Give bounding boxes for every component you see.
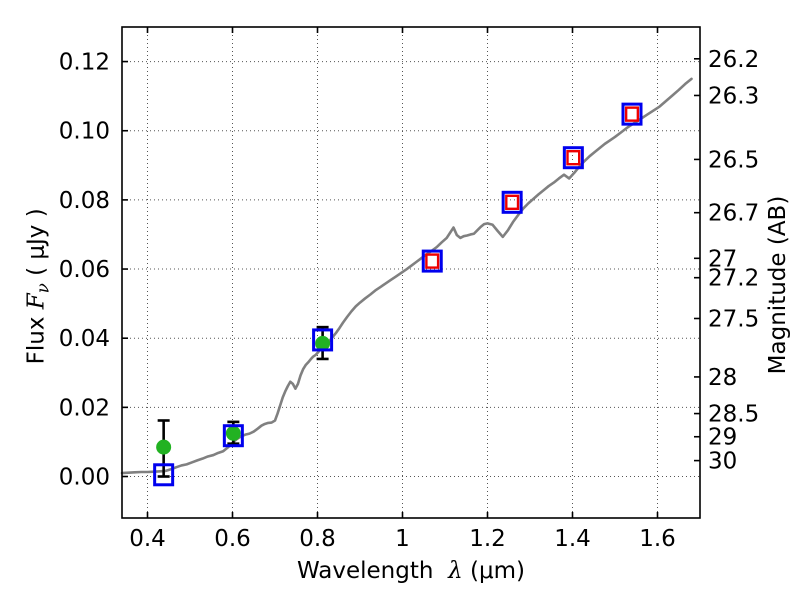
mag-tick-label-1: 26.3	[708, 83, 759, 109]
y-tick-label-3: 0.06	[59, 257, 110, 283]
model-square-outer-1	[222, 424, 244, 448]
y-tick-label-4: 0.08	[59, 188, 110, 214]
x-tick-label-3: 1	[395, 526, 410, 552]
observed-point-marker-0	[156, 439, 172, 455]
ylabel-symbol: F	[23, 293, 50, 310]
mag-tick-label-0: 26.2	[708, 47, 759, 73]
model-square-inner-1	[505, 194, 520, 211]
xlabel-lambda: λ	[448, 558, 463, 584]
axes-frame	[121, 26, 701, 519]
mag-tick-label-3: 26.7	[708, 201, 759, 227]
model-square-outer-3	[421, 249, 443, 273]
observed-point-marker-2	[315, 335, 331, 351]
model-square-outer-6	[621, 102, 643, 126]
mag-tick-label-4: 27	[708, 246, 737, 272]
model-square-inner-2	[566, 150, 581, 166]
y-tick-label-6: 0.12	[59, 50, 110, 76]
ylabel-symbol-subscript: ν	[33, 283, 53, 294]
observed-point-marker-1	[225, 425, 241, 441]
mag-tick-label-8: 28.5	[708, 402, 759, 428]
mag-tick-label-5: 27.2	[708, 266, 759, 292]
y-axis-label-right: Magnitude (AB)	[765, 195, 791, 375]
model-square-outer-2	[312, 328, 334, 352]
y-tick-label-2: 0.04	[59, 326, 110, 352]
model-square-inner-3	[624, 106, 640, 122]
y-tick-label-0: 0.00	[59, 465, 110, 491]
xlabel-unit: (μm)	[469, 558, 525, 584]
mag-tick-label-7: 28	[708, 365, 737, 391]
ylabel-prefix: Flux	[23, 316, 50, 365]
x-tick-label-1: 0.6	[214, 526, 251, 552]
x-tick-label-0: 0.4	[129, 526, 166, 552]
y-tick-label-5: 0.10	[59, 119, 110, 145]
x-tick-label-6: 1.6	[639, 526, 676, 552]
y-axis-label-left: Flux Fν ( μJy )	[24, 136, 53, 436]
y-tick-label-1: 0.02	[59, 395, 110, 421]
spectrum-curve	[120, 77, 693, 475]
x-tick-label-2: 0.8	[299, 526, 336, 552]
x-tick-label-4: 1.2	[469, 526, 506, 552]
mag-tick-label-10: 30	[708, 449, 737, 475]
mag-tick-label-9: 29	[708, 425, 737, 451]
xlabel-prefix: Wavelength	[297, 558, 434, 584]
model-square-outer-5	[562, 146, 584, 170]
ylabel-unit: ( μJy )	[23, 208, 50, 276]
x-axis-label: Wavelength λ (μm)	[122, 558, 700, 584]
mag-tick-label-6: 27.5	[708, 306, 759, 332]
model-square-outer-0	[153, 463, 175, 487]
x-tick-label-5: 1.4	[554, 526, 591, 552]
mag-tick-label-2: 26.5	[708, 147, 759, 173]
model-square-outer-4	[501, 190, 523, 214]
model-square-inner-0	[425, 253, 440, 269]
